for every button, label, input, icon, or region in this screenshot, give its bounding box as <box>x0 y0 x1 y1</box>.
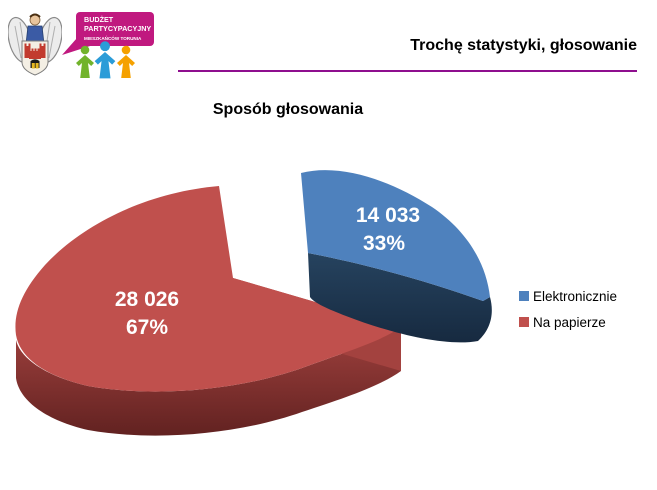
label-paper-percent: 67% <box>126 316 168 339</box>
participatory-budget-logo: BUDŻET PARTYCYPACYJNY MIESZKAŃCÓW TORUNI… <box>62 12 154 79</box>
legend-item-electronic: Elektronicznie <box>519 287 617 305</box>
header-divider-line <box>178 70 637 72</box>
label-electronic-percent: 33% <box>363 232 405 255</box>
torun-coat-of-arms-logo <box>8 13 62 76</box>
pie-slice-electronic-top <box>301 170 490 301</box>
chart-title: Sposób głosowania <box>212 101 364 118</box>
people-icons <box>76 41 135 79</box>
label-electronic-value: 14 033 <box>356 204 420 227</box>
logo-text-line3: MIESZKAŃCÓW TORUNIA <box>84 34 142 41</box>
label-paper-value: 28 026 <box>115 288 179 311</box>
legend-label-electronic: Elektronicznie <box>533 288 618 304</box>
person-blue-icon <box>94 41 116 79</box>
pie-slice-electronic-side <box>308 253 492 343</box>
castle-shield-icon <box>21 40 49 76</box>
speech-bubble-icon <box>62 12 154 55</box>
pie-slice-paper-top <box>15 186 402 392</box>
person-orange-icon <box>117 45 135 78</box>
slide-title: Trochę statystyki, głosowanie <box>410 37 637 54</box>
legend-swatch-paper-icon <box>519 317 529 327</box>
logo-text-line2: PARTYCYPACYJNY <box>84 24 151 33</box>
legend-label-paper: Na papierze <box>533 314 606 330</box>
legend-item-paper: Na papierze <box>519 313 617 331</box>
pie-chart: 14 033 33% 28 026 67% <box>15 170 492 436</box>
chart-legend: Elektronicznie Na papierze <box>519 287 617 339</box>
legend-swatch-electronic-icon <box>519 291 529 301</box>
logo-text-line1: BUDŻET <box>84 15 114 24</box>
person-green-icon <box>76 45 94 78</box>
pie-slice-paper-rim <box>16 327 401 436</box>
